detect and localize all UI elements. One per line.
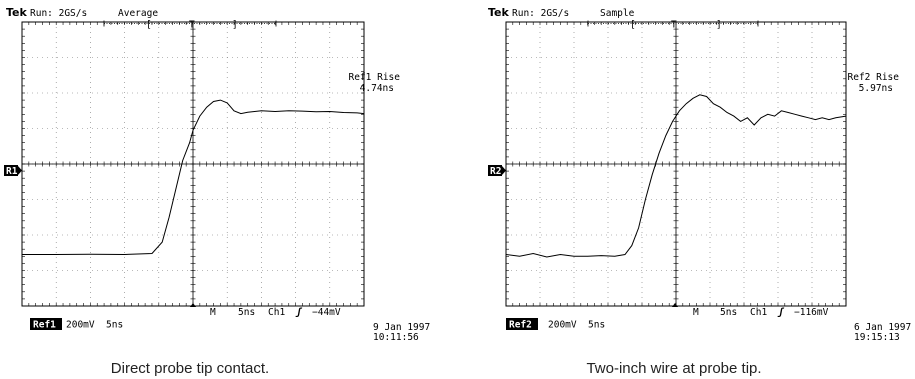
ref-badge: Ref2 xyxy=(506,318,538,331)
channel-label: Ch1 xyxy=(750,307,767,318)
acq-mode: Average xyxy=(118,8,158,19)
graticule xyxy=(21,21,365,307)
trigger-position-bar: [] T xyxy=(103,20,277,31)
brand-label: Tek xyxy=(6,6,28,19)
scope-svg: Tek Run: 2GS/s Sample [] T R2 Ref2 Rise 5… xyxy=(488,6,911,377)
marker-m: M xyxy=(693,307,699,318)
ref-badge-label: Ref2 xyxy=(509,320,532,331)
volts-per-div: 200mV xyxy=(66,320,95,331)
trigger-bracket-right: ] xyxy=(232,20,238,31)
ref-badge: Ref1 xyxy=(30,318,62,331)
measurement-label: Ref2 Rise xyxy=(848,72,900,83)
trigger-level: −44mV xyxy=(312,307,341,318)
ref-marker-label: R2 xyxy=(490,166,501,177)
run-status: Run: 2GS/s xyxy=(512,8,569,19)
ref-time-per-div: 5ns xyxy=(106,320,123,331)
scope-svg: Tek Run: 2GS/s Average []T R1 Ref1 Rise … xyxy=(4,6,430,377)
measurement-label: Ref1 Rise xyxy=(349,72,401,83)
trigger-bracket-left: [ xyxy=(630,20,636,31)
brand-label: Tek xyxy=(488,6,510,19)
acq-date: 9 Jan 1997 xyxy=(373,322,430,333)
ref-marker: R2 xyxy=(488,165,506,177)
trigger-level: −116mV xyxy=(794,307,829,318)
trigger-bracket-left: [ xyxy=(146,20,152,31)
ref-badge-label: Ref1 xyxy=(33,320,56,331)
scope-panel-right: Tek Run: 2GS/s Sample [] T R2 Ref2 Rise 5… xyxy=(484,0,911,379)
acq-time: 19:15:13 xyxy=(854,332,900,343)
waveform-trace xyxy=(505,94,847,258)
measurement-value: 4.74ns xyxy=(360,83,394,94)
acq-date: 6 Jan 1997 xyxy=(854,322,911,333)
trigger-bracket-right: ] xyxy=(716,20,722,31)
time-per-div: 5ns xyxy=(238,307,255,318)
marker-m: M xyxy=(210,307,216,318)
acq-time: 10:11:56 xyxy=(373,332,419,343)
trigger-slope-icon: ʃ xyxy=(777,307,785,318)
ref-time-per-div: 5ns xyxy=(588,320,605,331)
scope-panel-left: Tek Run: 2GS/s Average [] T R1 Ref1 Rise … xyxy=(0,0,430,379)
channel-label: Ch1 xyxy=(268,307,285,318)
time-per-div: 5ns xyxy=(720,307,737,318)
trigger-t-marker: T xyxy=(189,20,195,31)
caption: Direct probe tip contact. xyxy=(111,360,269,377)
graticule xyxy=(505,21,847,307)
ref-marker-label: R1 xyxy=(6,166,18,177)
trigger-pos-arrow xyxy=(190,303,196,307)
trigger-position-bar: [] T xyxy=(587,20,759,31)
ref-marker: R1 xyxy=(4,165,22,177)
waveform-trace xyxy=(22,99,365,256)
measurement-value: 5.97ns xyxy=(859,83,893,94)
run-status: Run: 2GS/s xyxy=(30,8,87,19)
trigger-slope-icon: ʃ xyxy=(295,307,303,318)
trigger-pos-arrow xyxy=(672,303,678,307)
volts-per-div: 200mV xyxy=(548,320,577,331)
acq-mode: Sample xyxy=(600,8,635,19)
caption: Two-inch wire at probe tip. xyxy=(586,360,761,377)
trigger-t-marker: T xyxy=(671,20,677,31)
